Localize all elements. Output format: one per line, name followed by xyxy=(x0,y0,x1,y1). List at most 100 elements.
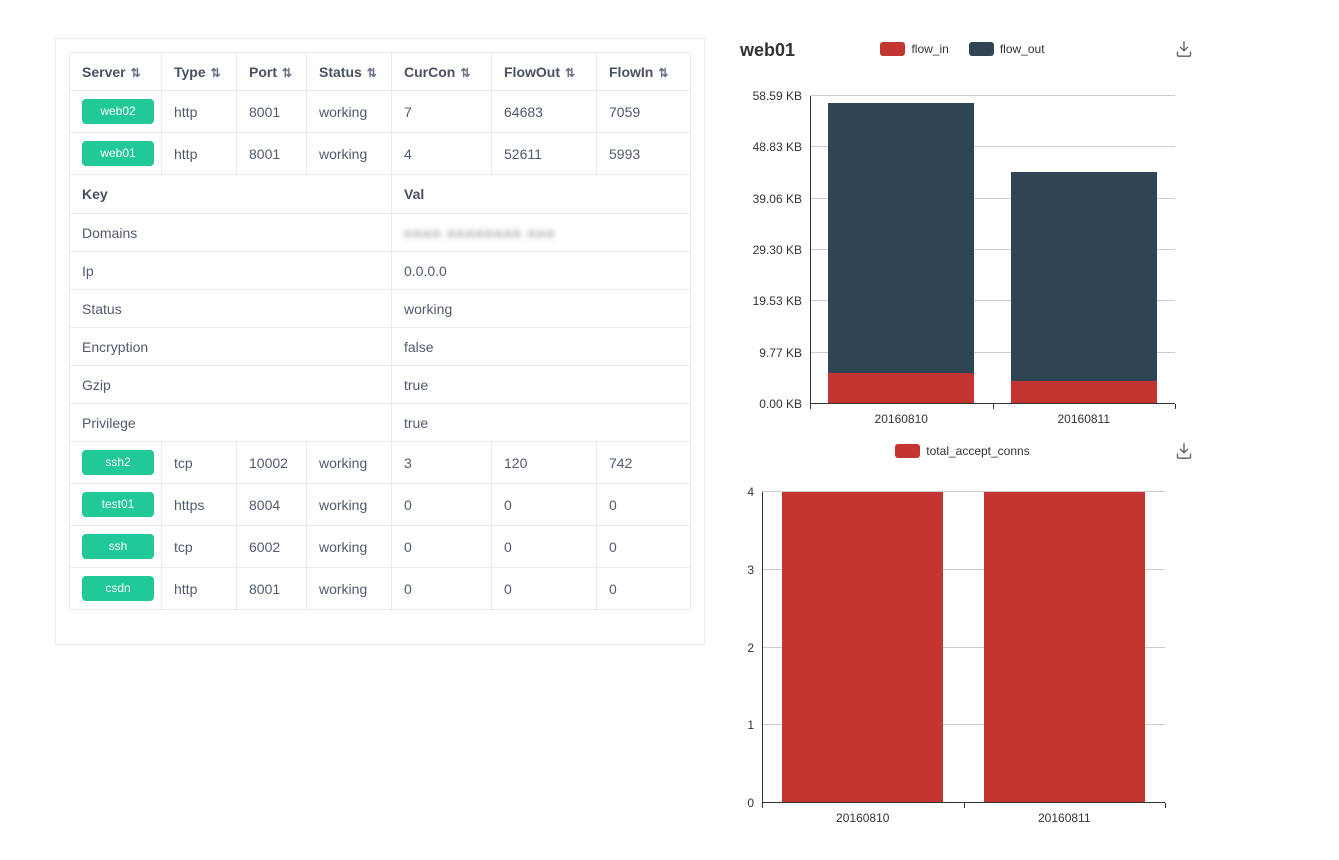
y-axis-tick-label: 0.00 KB xyxy=(759,397,802,411)
cell-curcon: 0 xyxy=(391,567,492,610)
cell-flowout: 120 xyxy=(491,441,597,484)
col-header-server[interactable]: Server ⇅ xyxy=(69,52,162,91)
cell-port: 10002 xyxy=(236,441,307,484)
server-badge-button[interactable]: web02 xyxy=(82,99,154,124)
cell-status: working xyxy=(306,132,392,175)
legend-item-flow_in[interactable]: flow_in xyxy=(880,42,949,56)
legend-swatch xyxy=(895,444,921,458)
x-axis-line xyxy=(810,403,1175,404)
server-row: test01 https 8004 working 0 0 0 xyxy=(69,483,691,526)
bar-segment-flow_in[interactable] xyxy=(1010,380,1157,404)
y-axis-labels: 0 1 2 3 4 xyxy=(710,485,754,810)
gridline xyxy=(810,146,1175,148)
legend-label: flow_out xyxy=(999,42,1045,56)
server-badge-button[interactable]: csdn xyxy=(82,576,154,601)
legend-item-flow_out[interactable]: flow_out xyxy=(968,42,1045,56)
col-header-status[interactable]: Status ⇅ xyxy=(306,52,392,91)
cell-port: 8001 xyxy=(236,132,307,175)
save-as-image-icon[interactable] xyxy=(1175,40,1193,58)
sort-icon[interactable]: ⇅ xyxy=(210,65,221,80)
legend-item-total_accept_conns[interactable]: total_accept_conns xyxy=(895,444,1030,458)
detail-val-header: Val xyxy=(391,174,691,214)
cell-status: working xyxy=(306,441,392,484)
sort-icon[interactable]: ⇅ xyxy=(366,65,377,80)
cell-status: working xyxy=(306,483,392,526)
detail-key: Status xyxy=(69,289,392,328)
detail-row: Privilege true xyxy=(69,403,691,442)
gridline xyxy=(762,491,1165,492)
col-header-flowout[interactable]: FlowOut ⇅ xyxy=(491,52,597,91)
y-axis-tick-label: 9.77 KB xyxy=(759,345,802,360)
server-table-panel: Server ⇅ Type ⇅ Port ⇅ Status ⇅ CurCon ⇅ Flow… xyxy=(55,38,705,645)
cell-type: tcp xyxy=(161,441,237,484)
cell-flowin: 0 xyxy=(596,567,691,610)
cell-flowout: 0 xyxy=(491,483,597,526)
server-cell: test01 xyxy=(69,483,162,526)
cell-flowin: 0 xyxy=(596,525,691,568)
gridline xyxy=(810,300,1175,302)
cell-curcon: 0 xyxy=(391,525,492,568)
bar-segment-flow_out[interactable] xyxy=(1010,172,1157,381)
detail-key: Gzip xyxy=(69,365,392,404)
gridline xyxy=(810,197,1175,199)
y-axis-tick-label: 0 xyxy=(747,796,754,810)
col-header-curcon[interactable]: CurCon ⇅ xyxy=(391,52,492,91)
detail-value: true xyxy=(391,365,691,404)
legend-label: flow_in xyxy=(911,42,949,56)
y-axis-tick-label: 1 xyxy=(747,718,754,733)
server-badge-button[interactable]: web01 xyxy=(82,141,154,166)
y-axis-labels: 0.00 KB 9.77 KB 19.53 KB 29.30 KB 39.06 KB 48… xyxy=(710,89,802,411)
sort-icon[interactable]: ⇅ xyxy=(658,65,669,80)
bar-segment-flow_in[interactable] xyxy=(828,373,975,404)
flow-chart: web01 flow_in flow_out 0.00 KB 9.77 KB 19.5… xyxy=(710,30,1215,430)
cell-type: http xyxy=(161,90,237,133)
gridline xyxy=(762,646,1165,648)
x-axis-tick-label: 20160810 xyxy=(874,412,928,426)
gridline xyxy=(762,568,1165,570)
detail-value: true xyxy=(391,403,691,442)
col-header-port[interactable]: Port ⇅ xyxy=(236,52,307,91)
detail-row: Gzip true xyxy=(69,365,691,404)
bar-segment-total_accept_conns[interactable] xyxy=(983,492,1145,803)
cell-status: working xyxy=(306,525,392,568)
col-label: FlowOut xyxy=(504,63,560,80)
gridline xyxy=(810,351,1175,353)
server-cell: ssh xyxy=(69,525,162,568)
x-axis-line xyxy=(762,802,1165,803)
server-cell: ssh2 xyxy=(69,441,162,484)
server-badge-button[interactable]: ssh2 xyxy=(82,450,154,475)
sort-icon[interactable]: ⇅ xyxy=(565,65,576,80)
table-header-row: Server ⇅ Type ⇅ Port ⇅ Status ⇅ CurCon ⇅ Flow… xyxy=(69,52,691,91)
server-badge-button[interactable]: test01 xyxy=(82,492,154,517)
sort-icon[interactable]: ⇅ xyxy=(460,65,471,80)
detail-value: ■■■■ ■■■■■■■■ ■■■ xyxy=(391,213,691,252)
cell-type: https xyxy=(161,483,237,526)
legend-swatch xyxy=(880,42,906,56)
x-axis-tick-label: 20160811 xyxy=(1038,811,1091,825)
cell-flowout: 52611 xyxy=(491,132,597,175)
bar-segment-flow_out[interactable] xyxy=(828,103,975,374)
server-row: csdn http 8001 working 0 0 0 xyxy=(69,567,691,610)
y-axis-tick-label: 4 xyxy=(747,485,754,499)
cell-port: 8001 xyxy=(236,90,307,133)
detail-key: Encryption xyxy=(69,327,392,366)
gridline xyxy=(762,724,1165,726)
gridline xyxy=(810,249,1175,250)
gridline xyxy=(810,95,1175,96)
legend-label: total_accept_conns xyxy=(926,444,1030,458)
bar-segment-total_accept_conns[interactable] xyxy=(782,492,944,803)
col-label: Status xyxy=(319,63,362,80)
y-axis-tick-label: 3 xyxy=(747,562,754,577)
col-label: Port xyxy=(249,63,277,80)
col-header-flowin[interactable]: FlowIn ⇅ xyxy=(596,52,691,91)
col-header-type[interactable]: Type ⇅ xyxy=(161,52,237,91)
y-axis-tick-label: 39.06 KB xyxy=(752,191,802,206)
save-as-image-icon[interactable] xyxy=(1175,442,1193,460)
server-badge-button[interactable]: ssh xyxy=(82,534,154,559)
chart-title: web01 xyxy=(740,40,796,60)
sort-icon[interactable]: ⇅ xyxy=(130,65,141,80)
cell-type: http xyxy=(161,567,237,610)
x-axis-tick xyxy=(1175,404,1176,409)
sort-icon[interactable]: ⇅ xyxy=(282,65,293,80)
server-row: ssh tcp 6002 working 0 0 0 xyxy=(69,525,691,568)
